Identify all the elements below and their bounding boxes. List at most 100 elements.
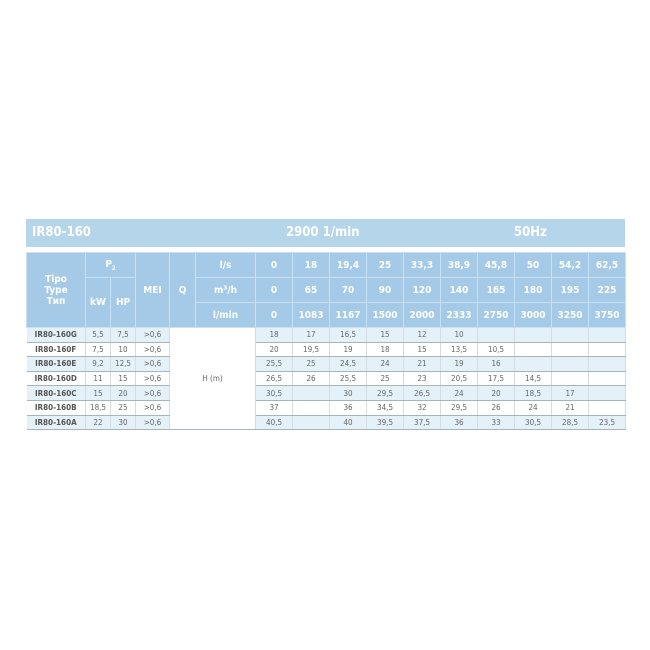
head-value: 15: [403, 342, 442, 358]
flow-lmin: 1083: [292, 302, 331, 328]
flow-ls: 19,4: [329, 252, 368, 278]
flow-ls: 18: [292, 252, 331, 278]
unit-m3h: m³/h: [195, 277, 257, 303]
flow-m3h: 140: [440, 277, 479, 303]
head-value: 26: [477, 400, 516, 416]
head-value: [477, 327, 516, 343]
head-value: 23: [403, 371, 442, 387]
head-value: 25: [366, 371, 405, 387]
flow-m3h: 0: [255, 277, 294, 303]
hp-header: HP: [109, 277, 137, 328]
power-hp: 15: [110, 371, 137, 387]
head-value: 17: [551, 385, 590, 401]
head-value: 14,5: [514, 371, 553, 387]
head-value: [588, 327, 627, 343]
power-kw: 15: [85, 385, 111, 401]
head-value: [588, 356, 627, 372]
flow-m3h: 180: [514, 277, 553, 303]
mei-value: >0,6: [135, 356, 171, 372]
model-name: IR80-160B: [26, 400, 86, 416]
flow-lmin: 1500: [366, 302, 405, 328]
power-kw: 9,2: [85, 356, 111, 372]
head-value: 36: [440, 415, 479, 431]
model-name: IR80-160F: [26, 342, 86, 358]
head-value: 18: [366, 342, 405, 358]
head-value: [292, 415, 331, 431]
head-value: 21: [403, 356, 442, 372]
head-value: 32: [403, 400, 442, 416]
flow-ls: 33,3: [403, 252, 442, 278]
flow-m3h: 195: [551, 277, 590, 303]
head-value: 16,5: [329, 327, 368, 343]
mei-value: >0,6: [135, 400, 171, 416]
head-value: 30: [329, 385, 368, 401]
head-value: 19,5: [292, 342, 331, 358]
head-value: 23,5: [588, 415, 627, 431]
head-value: 37: [255, 400, 294, 416]
flow-ls: 54,2: [551, 252, 590, 278]
flow-m3h: 120: [403, 277, 442, 303]
kw-header: kW: [85, 277, 111, 328]
head-value: 20,5: [440, 371, 479, 387]
head-value: 20: [255, 342, 294, 358]
flow-m3h: 165: [477, 277, 516, 303]
head-value: 15: [366, 327, 405, 343]
power-kw: 22: [85, 415, 111, 431]
head-value: 29,5: [366, 385, 405, 401]
head-value: 18,5: [514, 385, 553, 401]
table-row: IR80-160G 5,5 7,5 >0,6 H (m) 18 17 16,5 15 12 10: [26, 327, 627, 431]
flow-ls: 45,8: [477, 252, 516, 278]
model-name: IR80-160E: [26, 356, 86, 372]
flow-lmin: 0: [255, 302, 294, 328]
model-name: IR80-160G: [26, 327, 86, 343]
mei-value: >0,6: [135, 327, 171, 343]
model-name: IR80-160A: [26, 415, 86, 431]
head-value: 17,5: [477, 371, 516, 387]
flow-ls: 38,9: [440, 252, 479, 278]
q-header: Q: [169, 252, 197, 328]
head-value: 30,5: [514, 415, 553, 431]
head-label: H (m): [169, 327, 257, 431]
head-value: 24: [514, 400, 553, 416]
head-value: 24: [440, 385, 479, 401]
head-value: 36: [329, 400, 368, 416]
head-value: 33: [477, 415, 516, 431]
head-value: [588, 400, 627, 416]
head-value: [551, 371, 590, 387]
flow-ls: 0: [255, 252, 294, 278]
head-value: 10,5: [477, 342, 516, 358]
model-title: IR80-160: [32, 225, 91, 240]
head-value: 30,5: [255, 385, 294, 401]
head-value: 26,5: [403, 385, 442, 401]
head-value: 24,5: [329, 356, 368, 372]
table-row: IR80-160A 22 30 >0,6 40,5 40 39,5 37,5 36 33 30,5 2…: [26, 415, 627, 431]
model-name: IR80-160D: [26, 371, 86, 387]
flow-ls: 25: [366, 252, 405, 278]
head-value: 29,5: [440, 400, 479, 416]
head-value: [551, 356, 590, 372]
flow-lmin: 3250: [551, 302, 590, 328]
mei-value: >0,6: [135, 371, 171, 387]
flow-lmin: 3000: [514, 302, 553, 328]
head-value: 13,5: [440, 342, 479, 358]
head-value: 16: [477, 356, 516, 372]
head-value: [292, 400, 331, 416]
head-value: 20: [477, 385, 516, 401]
power-kw: 11: [85, 371, 111, 387]
head-value: 26: [292, 371, 331, 387]
head-value: [514, 327, 553, 343]
power-hp: 25: [110, 400, 137, 416]
head-value: 39,5: [366, 415, 405, 431]
type-header: Tipo Type Тип: [26, 252, 86, 328]
head-value: 25,5: [329, 371, 368, 387]
table-row: IR80-160F 7,5 10 >0,6 20 19,5 19 18 15 13,5 10,5: [26, 342, 627, 358]
head-value: 24: [366, 356, 405, 372]
unit-lmin: l/min: [195, 302, 257, 328]
mei-value: >0,6: [135, 415, 171, 431]
flow-lmin: 3750: [588, 302, 627, 328]
head-value: 19: [329, 342, 368, 358]
head-value: [514, 356, 553, 372]
power-hp: 7,5: [110, 327, 137, 343]
power-kw: 18,5: [85, 400, 111, 416]
